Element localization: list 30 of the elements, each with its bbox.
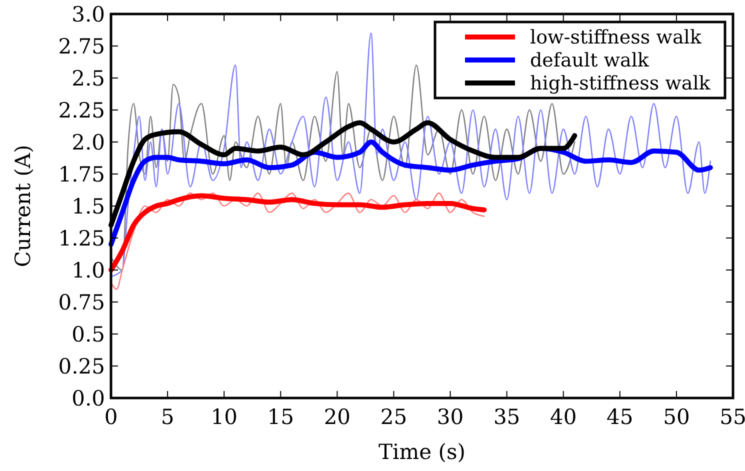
y-tick-label: 1.75 xyxy=(58,162,105,186)
x-tick-label: 20 xyxy=(324,405,351,429)
x-tick-label: 40 xyxy=(550,405,577,429)
y-tick-label: 1.25 xyxy=(58,226,105,250)
legend-label: default walk xyxy=(530,50,650,72)
y-tick-label: 0.75 xyxy=(58,290,105,314)
legend-label: low-stiffness walk xyxy=(530,26,702,49)
x-tick-label: 0 xyxy=(104,405,118,429)
x-tick-label: 15 xyxy=(267,405,294,429)
x-tick-label: 30 xyxy=(436,405,464,429)
y-tick-label: 3.0 xyxy=(72,2,105,26)
y-tick-label: 1.5 xyxy=(72,194,105,218)
legend-label: high-stiffness walk xyxy=(530,72,711,95)
y-axis-title: Current (A) xyxy=(11,144,35,268)
x-axis-title: Time (s) xyxy=(378,440,466,464)
y-tick-label: 0.25 xyxy=(58,354,105,378)
x-tick-label: 35 xyxy=(493,405,520,429)
x-tick-label: 5 xyxy=(160,405,174,429)
y-tick-label: 2.25 xyxy=(58,98,105,122)
x-tick-label: 10 xyxy=(210,405,238,429)
x-tick-label: 50 xyxy=(663,405,690,429)
x-tick-label: 25 xyxy=(380,405,408,429)
y-tick-label: 2.75 xyxy=(58,34,105,58)
x-tick-label: 45 xyxy=(606,405,634,429)
y-tick-label: 1.0 xyxy=(72,258,105,282)
y-tick-label: 2.0 xyxy=(72,130,105,154)
y-tick-label: 0.5 xyxy=(72,322,105,346)
x-tick-label: 55 xyxy=(720,405,745,429)
y-tick-label: 0.0 xyxy=(72,386,105,410)
y-tick-label: 2.5 xyxy=(72,66,105,90)
